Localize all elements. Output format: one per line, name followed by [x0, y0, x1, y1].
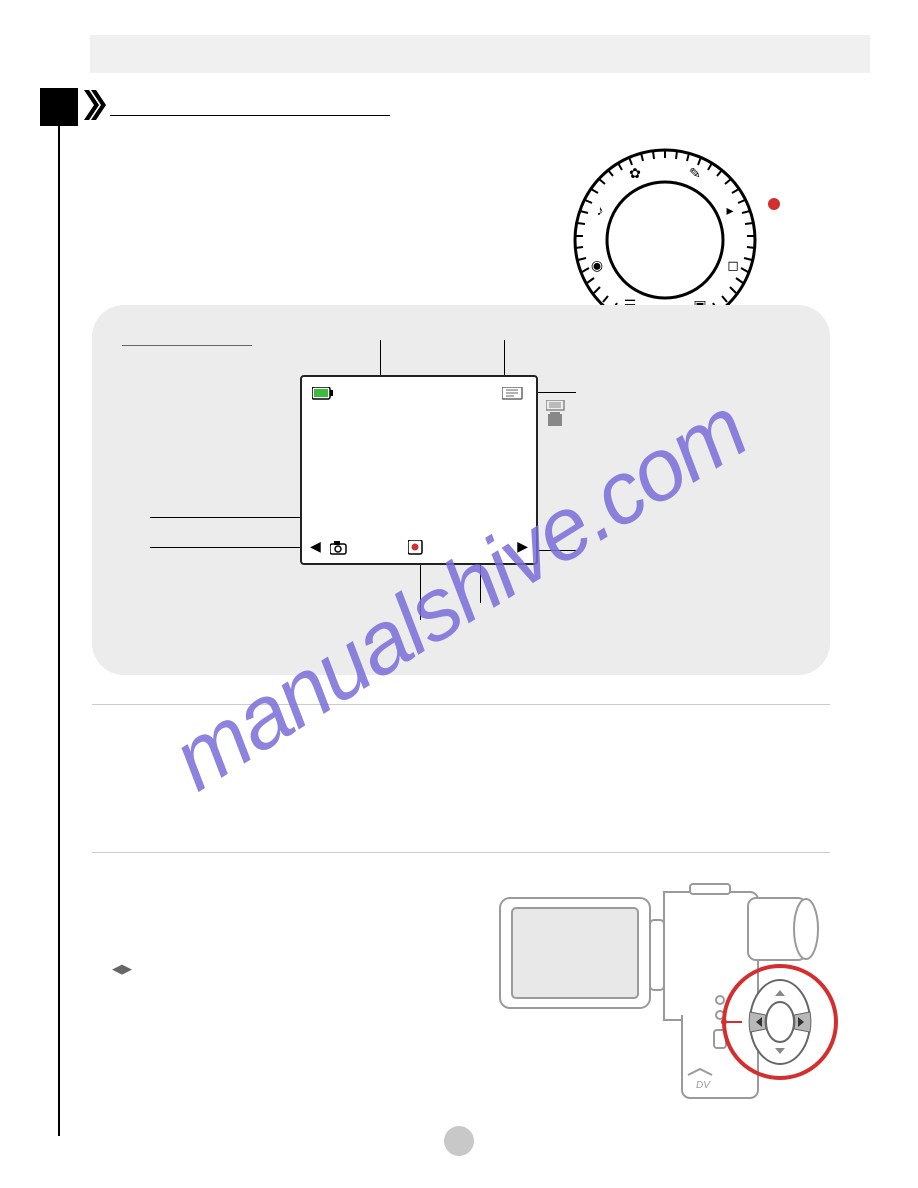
panel-title-underline: [122, 345, 252, 346]
svg-text:DV: DV: [696, 1080, 711, 1091]
resolution-icon: [502, 387, 524, 401]
svg-text:♪: ♪: [597, 202, 604, 218]
svg-text:▸: ▸: [726, 202, 733, 218]
callout-line: [480, 565, 481, 603]
camera-illustration: DV: [490, 880, 860, 1110]
chevron-icon: [84, 90, 108, 120]
svg-text:✿: ✿: [629, 165, 641, 181]
divider: [92, 852, 830, 853]
right-arrow-icon: ▶: [517, 538, 528, 555]
lcd-screen: ◀ ▶: [300, 375, 538, 565]
battery-icon: [312, 387, 334, 401]
camera-mode-icon: [330, 541, 348, 555]
nav-right-triangle: ▶: [122, 961, 132, 976]
svg-text:◉: ◉: [591, 257, 603, 273]
nav-triangles: ◀▶: [112, 960, 132, 978]
side-tab: [40, 88, 78, 126]
svg-text:✎: ✎: [689, 165, 701, 181]
callout-line: [150, 517, 300, 518]
svg-text:◻: ◻: [727, 257, 739, 273]
callout-line: [150, 547, 300, 548]
callout-line: [538, 392, 576, 393]
left-arrow-icon: ◀: [310, 538, 321, 555]
section-title-underline: [110, 115, 390, 116]
callout-line: [504, 340, 505, 375]
divider: [92, 704, 830, 705]
record-icon: [408, 540, 424, 556]
storage-icon: [546, 400, 568, 428]
nav-left-triangle: ◀: [112, 961, 122, 976]
page-number-circle: [444, 1126, 474, 1156]
side-vertical-line: [58, 126, 60, 1136]
callout-line: [420, 565, 421, 620]
dial-indicator-dot: [768, 198, 780, 210]
header-bar: [90, 35, 870, 73]
callout-line: [538, 550, 576, 551]
callout-line: [380, 340, 381, 375]
